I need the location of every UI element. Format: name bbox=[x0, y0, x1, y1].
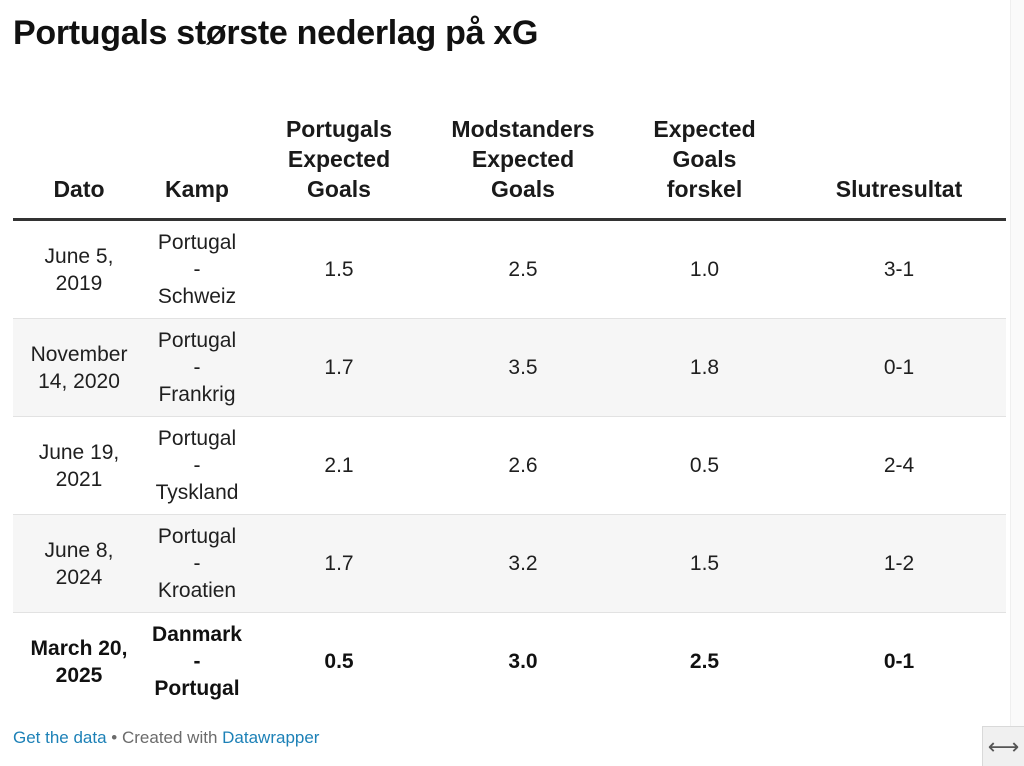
cell-dato: March 20, 2025 bbox=[13, 613, 145, 711]
header-line: Expected bbox=[653, 116, 756, 142]
cell-slutresultat: 2-4 bbox=[792, 416, 1006, 515]
header-line: Portugals bbox=[285, 116, 393, 142]
cell-xg-forskel: 0.5 bbox=[617, 416, 792, 515]
cell-dato-line: 2025 bbox=[55, 663, 103, 687]
table-row: June 5, 2019 Portugal - Schweiz 1.5 2.5 1.0 3-1 bbox=[13, 219, 1006, 319]
table-row: June 19, 2021 Portugal - Tyskland 2.1 2.6 0.5 2-… bbox=[13, 416, 1006, 515]
table-header: Dato Kamp Portugals Expected Goals Modstander… bbox=[13, 96, 1006, 221]
cell-dato-line: 2024 bbox=[55, 565, 103, 589]
chart-title: Portugals største nederlag på xG bbox=[13, 14, 539, 52]
cell-dato-line: 2019 bbox=[55, 271, 103, 295]
get-the-data-link[interactable]: Get the data bbox=[13, 728, 107, 747]
cell-portugal-xg: 1.7 bbox=[249, 318, 429, 417]
footer-separator: • Created with bbox=[106, 728, 223, 747]
table-body: June 5, 2019 Portugal - Schweiz 1.5 2.5 1.0 3-1 N… bbox=[13, 219, 1006, 711]
header-xg-forskel: Expected Goals forskel bbox=[617, 96, 792, 221]
cell-slutresultat: 3-1 bbox=[792, 219, 1006, 319]
cell-kamp-line: - bbox=[193, 258, 201, 281]
header-line: Goals bbox=[672, 146, 737, 172]
cell-portugal-xg: 0.5 bbox=[324, 650, 354, 673]
scrollbar-track[interactable] bbox=[1010, 0, 1024, 726]
cell-dato-line: June 5, bbox=[44, 244, 114, 268]
header-row: Dato Kamp Portugals Expected Goals Modstander… bbox=[13, 96, 1006, 221]
cell-kamp: Portugal - Kroatien bbox=[145, 514, 249, 613]
xg-table-container: Dato Kamp Portugals Expected Goals Modstander… bbox=[13, 96, 1006, 710]
cell-modstander-xg: 3.5 bbox=[429, 318, 617, 417]
resize-button[interactable]: ⟷ bbox=[982, 726, 1024, 766]
cell-kamp-line: - bbox=[193, 454, 201, 477]
header-line: Expected bbox=[471, 146, 575, 172]
cell-modstander-xg: 2.5 bbox=[429, 219, 617, 319]
cell-portugal-xg: 1.7 bbox=[249, 514, 429, 613]
cell-kamp: Danmark - Portugal bbox=[145, 613, 249, 711]
header-line: Dato bbox=[53, 176, 105, 202]
cell-modstander-xg: 3.2 bbox=[429, 514, 617, 613]
cell-kamp: Portugal - Schweiz bbox=[145, 219, 249, 319]
header-line: Goals bbox=[491, 176, 555, 202]
cell-dato: November 14, 2020 bbox=[13, 318, 145, 417]
cell-kamp-line: Kroatien bbox=[157, 579, 237, 602]
header-kamp: Kamp bbox=[145, 96, 249, 221]
cell-dato-line: 2021 bbox=[55, 467, 103, 491]
header-portugal-xg: Portugals Expected Goals bbox=[249, 96, 429, 221]
header-line: Expected bbox=[287, 146, 391, 172]
cell-kamp-line: Frankrig bbox=[158, 383, 236, 406]
cell-dato-line: June 8, bbox=[44, 538, 114, 562]
cell-modstander-xg: 3.0 bbox=[508, 650, 538, 673]
cell-slutresultat: 1-2 bbox=[792, 514, 1006, 613]
cell-modstander-xg: 2.6 bbox=[429, 416, 617, 515]
cell-kamp-line: - bbox=[193, 356, 201, 379]
header-dato: Dato bbox=[13, 96, 145, 221]
cell-kamp-line: Portugal bbox=[157, 231, 237, 254]
cell-portugal-xg: 1.5 bbox=[249, 219, 429, 319]
header-line: Goals bbox=[307, 176, 371, 202]
cell-kamp-line: Portugal bbox=[157, 329, 237, 352]
cell-kamp: Portugal - Frankrig bbox=[145, 318, 249, 417]
cell-kamp-line: Schweiz bbox=[157, 285, 237, 308]
cell-kamp-line: Portugal bbox=[154, 677, 240, 700]
cell-kamp: Portugal - Tyskland bbox=[145, 416, 249, 515]
resize-icon: ⟷ bbox=[987, 733, 1020, 759]
cell-kamp-line: - bbox=[193, 552, 201, 575]
cell-kamp-line: Portugal bbox=[157, 427, 237, 450]
cell-kamp-line: Danmark bbox=[152, 623, 242, 646]
header-line: forskel bbox=[666, 176, 743, 202]
table-row: June 8, 2024 Portugal - Kroatien 1.7 3.2 1.5 1-2 bbox=[13, 514, 1006, 613]
cell-slutresultat: 0-1 bbox=[883, 650, 915, 673]
cell-dato-line: November bbox=[30, 342, 128, 366]
cell-dato: June 8, 2024 bbox=[13, 514, 145, 613]
header-line: Modstanders bbox=[451, 116, 595, 142]
xg-table: Dato Kamp Portugals Expected Goals Modstander… bbox=[13, 96, 1006, 710]
cell-dato: June 19, 2021 bbox=[13, 416, 145, 515]
cell-kamp-line: Tyskland bbox=[155, 481, 239, 504]
cell-dato-line: June 19, bbox=[38, 440, 120, 464]
cell-xg-forskel: 1.0 bbox=[617, 219, 792, 319]
footer: Get the data • Created with Datawrapper bbox=[13, 728, 319, 748]
cell-xg-forskel: 1.5 bbox=[617, 514, 792, 613]
cell-kamp-line: - bbox=[193, 650, 201, 673]
header-line: Kamp bbox=[165, 176, 229, 202]
cell-dato-line: 14, 2020 bbox=[38, 369, 120, 393]
header-modstander-xg: Modstanders Expected Goals bbox=[429, 96, 617, 221]
cell-portugal-xg: 2.1 bbox=[249, 416, 429, 515]
cell-xg-forskel: 1.8 bbox=[617, 318, 792, 417]
cell-slutresultat: 0-1 bbox=[792, 318, 1006, 417]
cell-xg-forskel: 2.5 bbox=[689, 650, 720, 673]
header-slutresultat: Slutresultat bbox=[792, 96, 1006, 221]
cell-kamp-line: Portugal bbox=[157, 525, 237, 548]
table-row: November 14, 2020 Portugal - Frankrig 1.7 3.5 1… bbox=[13, 318, 1006, 417]
table-row: March 20, 2025 Danmark - Portugal 0.5 3.0 2.5 0-… bbox=[13, 613, 1006, 711]
datawrapper-link[interactable]: Datawrapper bbox=[222, 728, 320, 747]
header-line: Slutresultat bbox=[835, 176, 963, 202]
cell-dato-line: March 20, bbox=[30, 636, 128, 660]
cell-dato: June 5, 2019 bbox=[13, 219, 145, 319]
